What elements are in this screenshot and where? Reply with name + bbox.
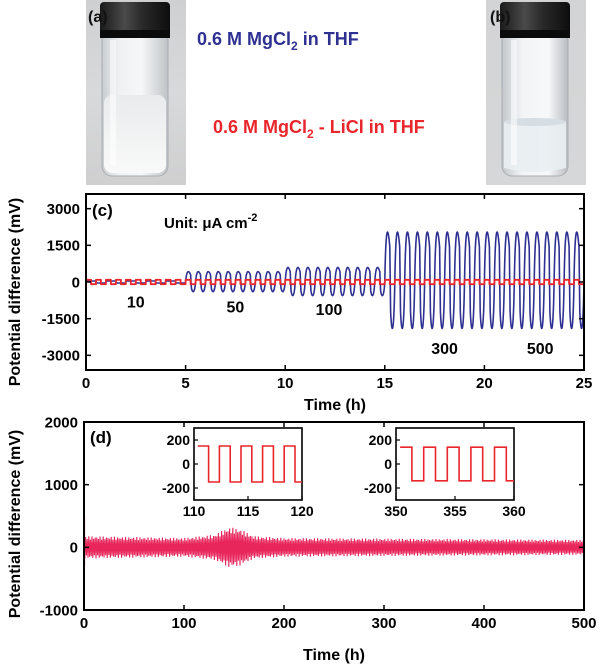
chart-d-ytick-label: 1000 <box>45 477 78 494</box>
chart-c-ytick-label: 1500 <box>47 238 80 255</box>
vial-a <box>100 2 170 177</box>
chart-d-xlabel: Time (h) <box>303 647 365 664</box>
chart-d-xtick-label: 500 <box>571 615 596 632</box>
vial-b <box>500 2 570 177</box>
inset-ytick-label: 0 <box>182 456 190 472</box>
inset-frame <box>395 427 515 501</box>
chart-c-ytick-label: -1500 <box>42 311 80 328</box>
inset-xtick-label: 110 <box>183 503 206 519</box>
inset-xtick-label: 120 <box>290 503 314 519</box>
series-d-licl-line <box>83 527 584 567</box>
chart-c-panel-label: (c) <box>92 201 113 220</box>
inset-xtick-label: 115 <box>237 503 260 519</box>
chart-d-xtick-label: 100 <box>171 615 196 632</box>
inset-ytick-label: 200 <box>167 432 191 448</box>
chart-c-unit-annotation: Unit: μA cm-2 <box>164 212 257 232</box>
chart-c-xtick-label: 10 <box>277 375 294 392</box>
inset-2: 350 355 360 -200 0 200 <box>364 427 526 519</box>
chart-c-xtick-label: 25 <box>576 375 593 392</box>
photo-b: (b) <box>486 0 586 185</box>
current-density-label: 300 <box>431 341 458 358</box>
chart-c-xtick-label: 0 <box>82 375 90 392</box>
current-density-label: 50 <box>227 299 245 316</box>
chart-c-ytick-label: 3000 <box>47 201 80 218</box>
inset-ytick-label: -200 <box>162 480 190 496</box>
chart-d-series <box>83 516 584 567</box>
chart-d-ytick-label: 0 <box>70 540 78 557</box>
photo-a-label: (a) <box>88 9 108 26</box>
chart-d-xtick-label: 200 <box>271 615 296 632</box>
inset-xtick-label: 355 <box>443 503 467 519</box>
chart-c-current-labels: 10 50 100 300 500 <box>127 295 554 358</box>
chart-d-frame <box>83 421 585 611</box>
series-mgcl2-licl-line <box>86 278 584 286</box>
vial-a-cap <box>100 2 170 38</box>
inset-xtick-label: 350 <box>384 503 408 519</box>
chart-d-xtick-label: 400 <box>471 615 496 632</box>
chart-d-xtick-label: 0 <box>80 615 88 632</box>
chart-c-xtick-label: 15 <box>376 375 393 392</box>
inset-ytick-label: 200 <box>369 432 393 448</box>
chart-c-ticks: 0 5 10 15 20 25 -3000 -1500 0 1500 3000 <box>42 194 593 392</box>
chart-c: 0 5 10 15 20 25 -3000 -1500 0 1500 3000 (c) Unit: … <box>42 193 593 414</box>
chart-d-ylabel: Potential difference (mV) <box>7 430 24 618</box>
chart-d-insets: 110 115 120 -200 0 200 350 355 360 -200 0 200 <box>162 427 526 519</box>
inset-frame <box>193 427 303 501</box>
chart-c-ylabel: Potential difference (mV) <box>7 198 24 386</box>
chart-d-ytick-label: 2000 <box>45 414 78 431</box>
vial-b-cap <box>500 2 570 38</box>
photo-a: (a) <box>86 0 186 185</box>
current-density-label: 10 <box>127 295 145 312</box>
chart-c-ytick-label: 0 <box>72 274 80 291</box>
chart-c-xtick-label: 20 <box>476 375 493 392</box>
legend-mgcl2: 0.6 M MgCl2 in THF <box>197 29 359 53</box>
inset-1: 110 115 120 -200 0 200 <box>162 427 314 519</box>
legend-mgcl2-licl: 0.6 M MgCl2 - LiCl in THF <box>213 117 425 141</box>
chart-d-panel-label: (d) <box>90 428 112 447</box>
chart-d-xtick-label: 300 <box>371 615 396 632</box>
inset-xtick-label: 360 <box>502 503 526 519</box>
inset-ytick-label: 0 <box>384 456 392 472</box>
inset-ytick-label: -200 <box>364 480 392 496</box>
inset-series-line <box>197 445 302 483</box>
inset-series-line <box>400 446 514 482</box>
chart-c-xtick-label: 5 <box>181 375 189 392</box>
photo-b-label: (b) <box>490 9 510 26</box>
chart-c-series <box>86 231 585 330</box>
current-density-label: 100 <box>316 302 343 319</box>
chart-d-ytick-label: -1000 <box>40 602 78 619</box>
chart-c-ytick-label: -3000 <box>42 348 80 365</box>
current-density-label: 500 <box>527 341 554 358</box>
chart-c-xlabel: Time (h) <box>304 397 366 414</box>
